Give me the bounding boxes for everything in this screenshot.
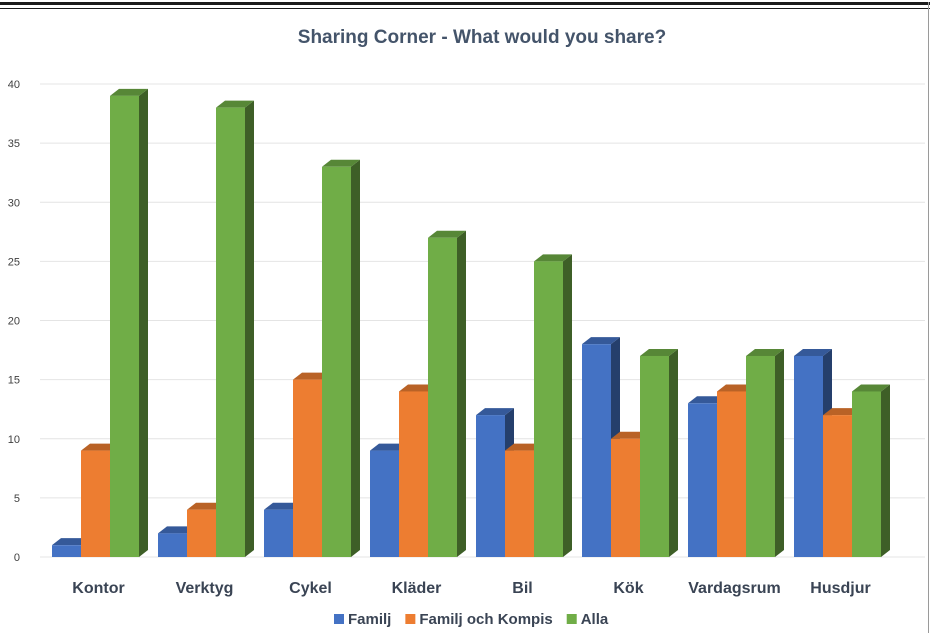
bar [428,230,466,557]
bar [322,159,360,557]
x-axis-categories: Kontor Verktyg Cykel Kläder Bil Kök Vardagsrum… [72,580,870,597]
x-category-label: Kök [613,580,643,597]
right-border [928,2,929,633]
y-tick-label: 0 [14,552,20,564]
legend-label: Alla [581,611,609,628]
y-tick-label: 15 [8,375,20,387]
bars [52,88,890,558]
top-border-thick [0,2,930,5]
x-category-label: Husdjur [810,580,870,597]
legend: Familj Familj och Kompis Alla [334,611,609,628]
y-tick-label: 5 [14,493,20,505]
y-tick-label: 20 [8,316,20,328]
x-category-label: Vardagsrum [688,580,780,597]
legend-swatch [566,614,577,624]
chart-title: Sharing Corner - What would you share? [298,27,666,48]
x-category-label: Verktyg [176,580,234,597]
y-tick-label: 30 [8,197,20,209]
bar [746,348,784,557]
y-tick-label: 40 [8,79,20,91]
legend-item: Familj [334,611,391,628]
y-axis-ticks: 0 5 10 15 20 25 30 35 40 [8,79,20,564]
y-tick-label: 25 [8,256,20,268]
legend-item: Familj och Kompis [405,611,553,628]
y-tick-label: 10 [8,434,20,446]
legend-swatch [405,614,416,624]
legend-label: Familj och Kompis [419,611,552,628]
x-category-label: Kläder [392,580,442,597]
bar [216,100,254,558]
y-tick-label: 35 [8,138,20,150]
bar [852,384,890,557]
x-category-label: Kontor [72,580,124,597]
bar [534,254,572,557]
top-border-thin [0,8,930,9]
legend-swatch [334,614,344,624]
bar [640,348,678,557]
legend-item: Alla [566,611,609,628]
bar [110,88,148,557]
x-category-label: Cykel [289,580,332,597]
legend-label: Familj [348,611,391,628]
x-category-label: Bil [512,580,532,597]
